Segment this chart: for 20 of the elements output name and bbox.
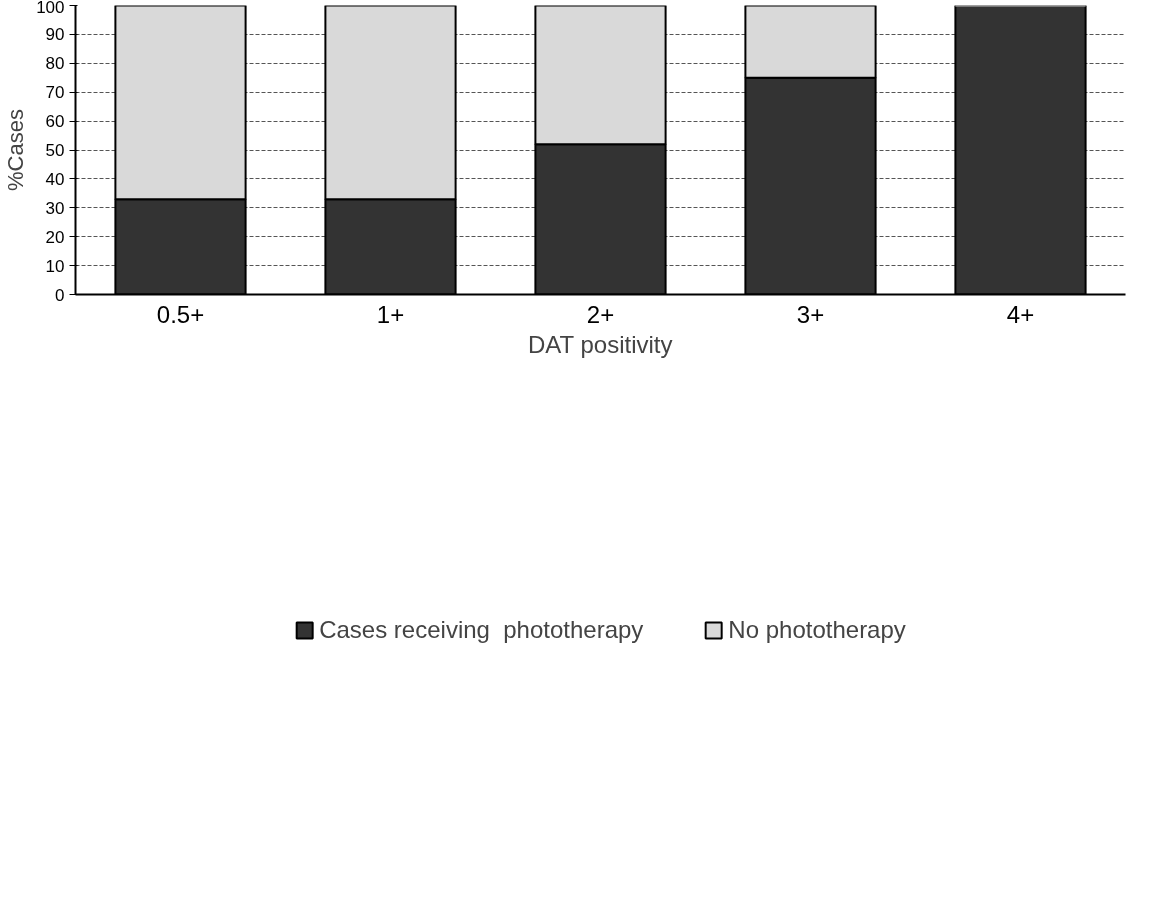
x-tick-label: 0.5+ xyxy=(156,300,205,328)
x-tick-label: 2+ xyxy=(586,300,615,328)
y-tick-label: 30 xyxy=(45,198,65,218)
y-tick-label: 20 xyxy=(45,227,65,247)
x-tick-label: 3+ xyxy=(796,300,825,328)
y-tick-label: 100 xyxy=(36,0,65,17)
y-tick-label: 0 xyxy=(55,285,65,305)
legend-label: No phototherapy xyxy=(728,616,906,644)
y-tick-label: 50 xyxy=(45,141,65,160)
legend-label: Cases receiving phototherapy xyxy=(319,616,644,644)
y-tick-label: 40 xyxy=(45,169,65,189)
x-axis-title: DAT positivity xyxy=(528,330,673,358)
x-tick-label: 1+ xyxy=(376,300,405,328)
y-tick-label: 90 xyxy=(45,25,65,45)
y-tick-label: 80 xyxy=(45,54,65,74)
y-tick-label: 60 xyxy=(45,112,65,132)
x-tick-label: 4+ xyxy=(1006,300,1035,328)
y-tick-label: 70 xyxy=(45,83,65,103)
y-tick-label: 10 xyxy=(45,256,65,276)
y-axis-title: %Cases xyxy=(3,109,29,191)
